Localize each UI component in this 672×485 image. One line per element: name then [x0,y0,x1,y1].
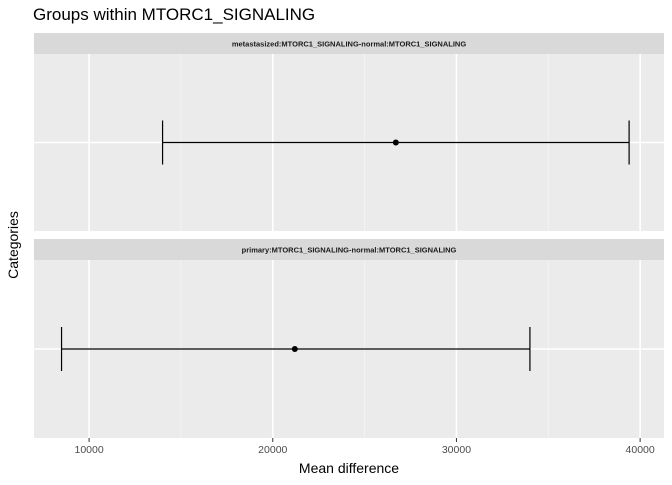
x-tick-label: 30000 [442,444,471,456]
facet-strip-label: metastasized:MTORC1_SIGNALING-normal:MTO… [232,40,467,49]
facet-panel: metastasized:MTORC1_SIGNALING-normal:MTO… [34,33,664,231]
facet-strip [34,33,664,54]
x-tick-label: 20000 [258,444,287,456]
chart-title: Groups within MTORC1_SIGNALING [33,5,315,24]
facet-strip [34,239,664,260]
x-tick-label: 10000 [75,444,104,456]
y-axis-label: Categories [5,211,21,279]
facet-strip-label: primary:MTORC1_SIGNALING-normal:MTORC1_S… [242,246,457,255]
x-axis: 10000 20000 30000 40000 [75,438,655,456]
facet-panel: primary:MTORC1_SIGNALING-normal:MTORC1_S… [34,239,664,438]
panels: metastasized:MTORC1_SIGNALING-normal:MTO… [34,33,664,438]
estimate-point [291,346,298,352]
estimate-point [392,139,399,146]
x-tick-label: 40000 [626,444,655,456]
x-axis-label: Mean difference [299,460,399,476]
